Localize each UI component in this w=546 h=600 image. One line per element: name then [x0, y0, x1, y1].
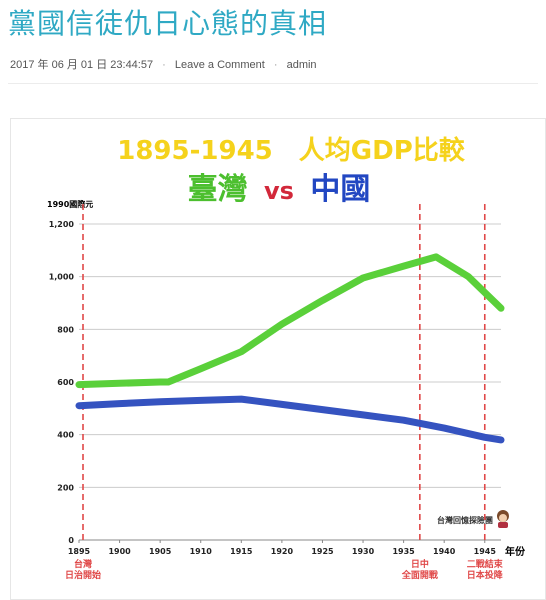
meta-divider	[8, 83, 538, 84]
x-tick-label: 1940	[433, 547, 456, 556]
subtitle-taiwan: 臺灣	[188, 172, 248, 207]
axis-ticks: 0 200 400 600 800 1,000 1,200 1895 1900 1905 1910 1…	[49, 220, 497, 556]
series-lines	[75, 253, 505, 444]
y-tick-label: 0	[68, 536, 74, 545]
x-tick-label: 1910	[190, 547, 213, 556]
subtitle-vs: vs	[264, 177, 294, 205]
author-link[interactable]: admin	[286, 59, 317, 71]
chart-subtitle: 臺灣 vs 中國	[188, 172, 371, 207]
event-marker-label: 二戰結束	[467, 558, 504, 570]
watermark-text: 台灣回憶探險團	[437, 515, 493, 525]
x-tick-label: 1895	[68, 547, 91, 556]
post-date: 2017 年 06 月 01 日 23:44:57	[10, 59, 154, 71]
event-marker-label: 台灣	[74, 558, 92, 570]
x-tick-label: 1905	[149, 547, 172, 556]
chart-figure: 1895-1945 人均GDP比較 臺灣 vs 中國 1990國際元 年份 台灣…	[10, 118, 546, 600]
series-line-china	[75, 395, 505, 444]
post-title: 黨國信徒仇日心態的真相	[8, 7, 328, 40]
y-tick-label: 1,000	[49, 273, 75, 282]
x-tick-label: 1920	[271, 547, 294, 556]
x-tick-label: 1900	[108, 547, 131, 556]
x-tick-label: 1915	[230, 547, 253, 556]
y-tick-label: 600	[57, 378, 74, 387]
y-tick-label: 200	[57, 483, 74, 492]
subtitle-china: 中國	[310, 172, 370, 207]
watermark-avatar-icon	[497, 510, 509, 528]
post-meta: 2017 年 06 月 01 日 23:44:57 · Leave a Comm…	[10, 56, 317, 72]
event-marker-label: 日本投降	[467, 569, 504, 581]
meta-separator: ·	[162, 59, 166, 71]
event-marker-label: 日中	[411, 558, 429, 570]
x-tick-label: 1935	[392, 547, 415, 556]
x-tick-label: 1945	[474, 547, 497, 556]
x-tick-label: 1930	[352, 547, 375, 556]
x-tick-label: 1925	[311, 547, 334, 556]
leave-comment-link[interactable]: Leave a Comment	[174, 59, 265, 71]
y-tick-label: 400	[57, 431, 74, 440]
chart-title: 1895-1945 人均GDP比較	[117, 135, 465, 166]
y-tick-label: 800	[57, 325, 74, 334]
event-marker-label: 日治開始	[65, 569, 101, 581]
event-marker-label: 全面開戰	[401, 569, 438, 581]
y-tick-label: 1,200	[49, 220, 75, 229]
gdp-chart: 1895-1945 人均GDP比較 臺灣 vs 中國 1990國際元 年份 台灣…	[47, 135, 526, 581]
series-line-taiwan	[75, 253, 505, 389]
meta-separator: ·	[273, 59, 278, 71]
y-axis-label: 1990國際元	[47, 199, 93, 209]
x-axis-label: 年份	[505, 545, 526, 558]
